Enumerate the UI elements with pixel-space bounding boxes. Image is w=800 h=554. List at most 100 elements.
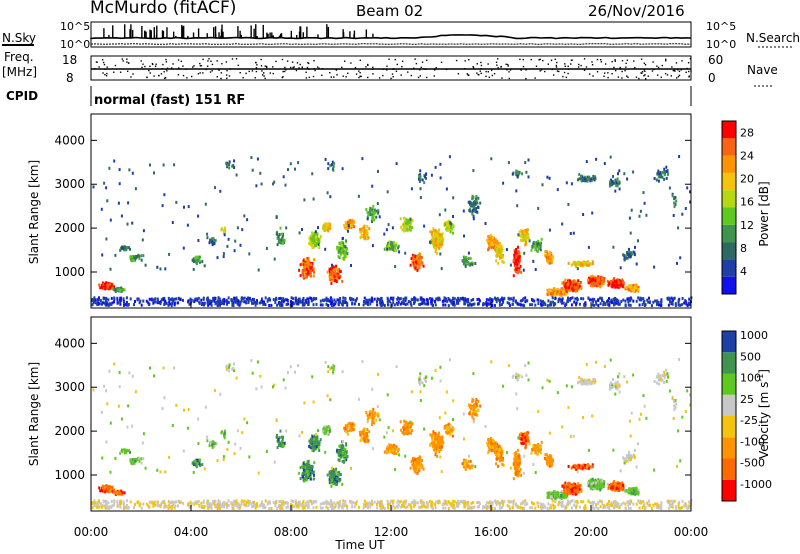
power-point — [311, 172, 314, 176]
power-point — [307, 300, 310, 304]
power-point — [250, 156, 253, 160]
power-point — [120, 214, 123, 218]
power-point — [570, 303, 573, 307]
power-point — [192, 267, 195, 271]
power-point — [175, 297, 178, 301]
power-point — [387, 223, 390, 227]
power-point — [660, 173, 663, 177]
nave-dot — [151, 62, 154, 65]
power-point — [516, 170, 519, 174]
power-point — [573, 286, 576, 290]
power-point — [386, 244, 388, 248]
nave-dot — [390, 77, 392, 80]
power-point — [303, 268, 306, 272]
power-point — [462, 209, 465, 213]
power-point — [388, 243, 390, 247]
power-point — [597, 276, 599, 280]
power-point — [315, 242, 318, 246]
power-point — [261, 297, 263, 301]
power-point — [113, 285, 115, 289]
power-point — [561, 290, 564, 294]
nave-dot — [619, 66, 621, 69]
power-point — [537, 245, 540, 249]
power-point — [291, 304, 294, 308]
nave-dot — [644, 63, 647, 66]
power-point — [217, 296, 220, 300]
velocity-point — [104, 490, 107, 494]
power-point — [102, 286, 105, 290]
power-point — [600, 296, 603, 300]
power-point — [363, 231, 366, 235]
power-point — [484, 222, 487, 225]
power-point — [92, 298, 95, 302]
nave-dot — [496, 58, 499, 60]
power-point — [580, 286, 583, 290]
nave-dot — [525, 69, 527, 71]
nave-dot — [285, 69, 287, 71]
colorbar-tick-label: 20 — [740, 173, 754, 186]
power-point — [583, 177, 586, 181]
power-point — [499, 253, 502, 257]
power-point — [587, 263, 590, 267]
power-point — [122, 297, 125, 301]
nave-dot — [146, 76, 148, 79]
power-point — [358, 227, 361, 231]
nave-dot — [688, 76, 690, 78]
power-y-label: Slant Range [km] — [27, 160, 41, 264]
nave-dot — [665, 60, 667, 62]
nave-dot — [209, 71, 212, 73]
power-point — [314, 241, 316, 245]
power-point — [134, 300, 136, 303]
nave-dot — [211, 63, 214, 66]
power-point — [272, 182, 274, 186]
power-point — [198, 259, 201, 262]
power-point — [420, 256, 423, 259]
power-point — [390, 246, 393, 249]
power-point — [210, 303, 213, 307]
power-point — [409, 217, 412, 221]
velocity-point — [111, 487, 114, 491]
nave-dot — [551, 68, 554, 71]
power-point — [584, 301, 587, 305]
nave-dot — [291, 61, 294, 63]
power-point — [334, 300, 337, 304]
velocity-point — [228, 363, 231, 367]
power-point — [474, 201, 477, 205]
nave-dot — [216, 76, 218, 78]
power-point — [213, 242, 216, 246]
power-point — [673, 296, 676, 300]
velocity-point — [123, 491, 126, 495]
power-point — [501, 246, 504, 250]
power-point — [360, 228, 363, 231]
power-point — [219, 301, 222, 305]
power-point — [331, 271, 334, 275]
power-point — [629, 303, 632, 307]
power-point — [580, 262, 582, 266]
power-point — [628, 247, 630, 251]
power-point — [470, 303, 473, 307]
power-point — [442, 303, 445, 307]
power-point — [154, 297, 157, 301]
nave-dot — [192, 66, 194, 68]
nave-dot — [132, 73, 134, 75]
power-point — [498, 298, 501, 302]
nave-dot — [182, 74, 185, 77]
power-point — [570, 182, 573, 186]
power-point — [125, 300, 128, 304]
power-point — [562, 301, 565, 305]
power-point — [461, 296, 464, 300]
nave-dot — [160, 73, 163, 75]
power-point — [544, 303, 547, 306]
power-point — [599, 296, 602, 300]
power-point — [619, 266, 622, 270]
power-point — [431, 235, 434, 239]
nave-dot — [678, 70, 681, 73]
power-point — [569, 232, 572, 235]
power-point — [586, 263, 588, 266]
power-point — [626, 297, 629, 301]
power-point — [525, 170, 528, 174]
power-point — [221, 227, 223, 231]
nave-dot — [596, 71, 599, 73]
velocity-point — [225, 367, 228, 371]
power-point — [104, 287, 107, 291]
